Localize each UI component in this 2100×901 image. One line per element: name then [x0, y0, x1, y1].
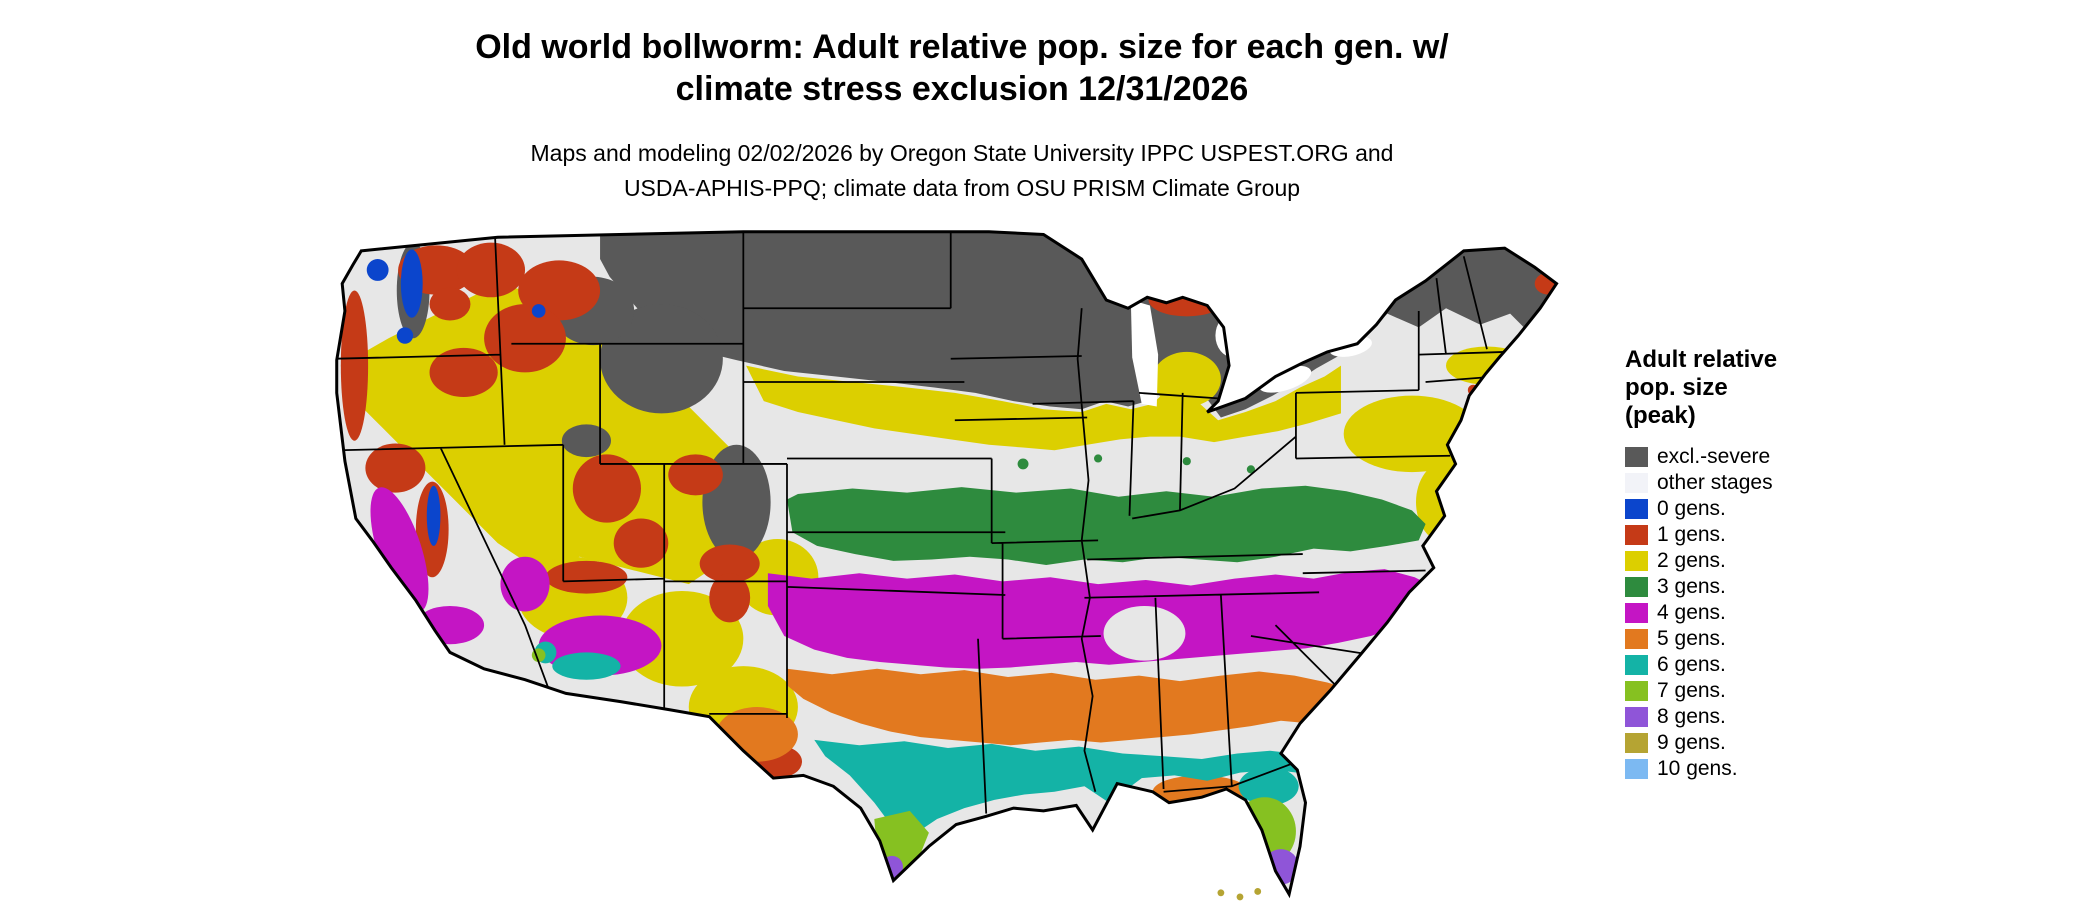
map-subtitle-line2: USDA-APHIS-PPQ; climate data from OSU PR… [623, 174, 1301, 201]
legend-item: 10 gens. [1625, 756, 1905, 782]
legend-item: 5 gens. [1625, 626, 1905, 652]
legend-swatch-1-gens [1625, 525, 1648, 545]
header: Old world bollworm: Adult relative pop. … [362, 26, 1562, 205]
legend-item: 8 gens. [1625, 704, 1905, 730]
state-borders [336, 231, 1505, 814]
legend-label: 8 gens. [1657, 705, 1726, 728]
legend-label: 7 gens. [1657, 679, 1726, 702]
legend-swatch-other-stages [1625, 473, 1648, 493]
us-map [335, 230, 1559, 901]
legend-label: 10 gens. [1657, 757, 1738, 780]
legend-swatch-0-gens [1625, 499, 1648, 519]
legend-item: 3 gens. [1625, 574, 1905, 600]
us-outline [335, 230, 1559, 899]
legend-item: 0 gens. [1625, 496, 1905, 522]
legend-swatch-5-gens [1625, 629, 1648, 649]
map-title-line1: Old world bollworm: Adult relative pop. … [475, 28, 1449, 66]
map-title: Old world bollworm: Adult relative pop. … [362, 26, 1562, 110]
legend-item: 4 gens. [1625, 600, 1905, 626]
legend-title-line1: Adult relative [1625, 346, 1778, 373]
map-title-line2: climate stress exclusion 12/31/2026 [675, 70, 1249, 109]
legend-label: 5 gens. [1657, 627, 1726, 650]
legend-swatch-6-gens [1625, 655, 1648, 675]
map-subtitle-line1: Maps and modeling 02/02/2026 by Oregon S… [530, 140, 1394, 167]
legend-item: 1 gens. [1625, 522, 1905, 548]
legend-item: 6 gens. [1625, 652, 1905, 678]
legend-swatch-excl-severe [1625, 447, 1648, 467]
legend-label: 0 gens. [1657, 497, 1726, 520]
legend-title-line3: (peak) [1625, 402, 1696, 429]
legend-label: 9 gens. [1657, 731, 1726, 754]
legend-swatch-7-gens [1625, 681, 1648, 701]
map-subtitle: Maps and modeling 02/02/2026 by Oregon S… [362, 136, 1562, 205]
legend-item: 7 gens. [1625, 678, 1905, 704]
map-region-8-gens [881, 849, 1299, 885]
legend-label: excl.-severe [1657, 445, 1771, 468]
legend-label: other stages [1657, 471, 1773, 494]
legend-label: 1 gens. [1657, 523, 1726, 546]
map-region-other-stages-gap [1103, 605, 1186, 661]
legend-item: other stages [1625, 470, 1905, 496]
legend: Adult relative pop. size (peak) excl.-se… [1625, 346, 1905, 782]
legend-title-line2: pop. size [1625, 374, 1728, 401]
legend-swatch-4-gens [1625, 603, 1648, 623]
legend-swatch-3-gens [1625, 577, 1648, 597]
legend-swatch-10-gens [1625, 759, 1648, 779]
map-area [334, 229, 1562, 901]
florida-keys-dots [1217, 888, 1262, 901]
legend-label: 3 gens. [1657, 575, 1726, 598]
map-region-0-gens [366, 249, 546, 546]
legend-swatch-9-gens [1625, 733, 1648, 753]
legend-item: excl.-severe [1625, 444, 1905, 470]
map-region-3-gens [786, 454, 1426, 565]
legend-label: 4 gens. [1657, 601, 1726, 624]
legend-label: 2 gens. [1657, 549, 1726, 572]
legend-title: Adult relative pop. size (peak) [1625, 346, 1905, 430]
legend-item: 9 gens. [1625, 730, 1905, 756]
legend-swatch-2-gens [1625, 551, 1648, 571]
legend-label: 6 gens. [1657, 653, 1726, 676]
legend-swatch-8-gens [1625, 707, 1648, 727]
legend-item: 2 gens. [1625, 548, 1905, 574]
